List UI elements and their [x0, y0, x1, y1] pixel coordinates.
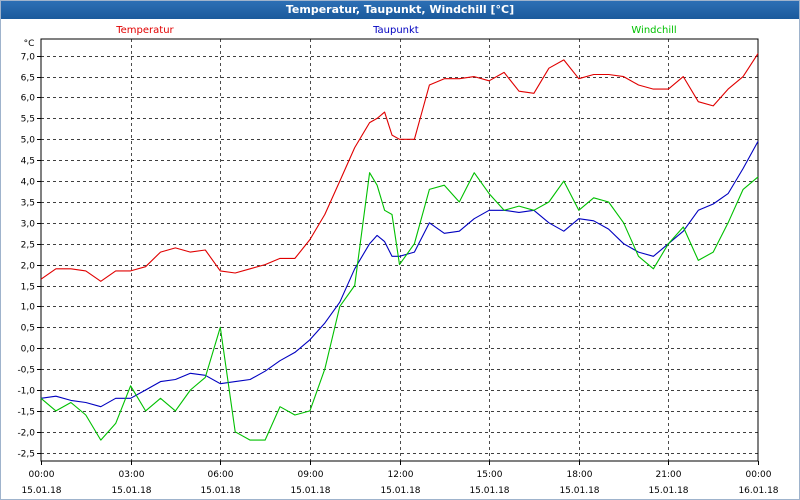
x-tick-date-label: 15.01.18 — [648, 486, 688, 496]
x-tick-time-label: 06:00 — [208, 470, 234, 480]
y-axis-label: °C — [24, 39, 35, 49]
x-tick-date-label: 15.01.18 — [559, 486, 599, 496]
y-tick-label: 7,0 — [21, 53, 36, 63]
x-tick-date-label: 15.01.18 — [290, 486, 330, 496]
y-tick-label: -0,5 — [17, 366, 35, 376]
plot-area — [40, 38, 759, 462]
x-tick-time-label: 21:00 — [656, 470, 682, 480]
y-tick-label: 2,5 — [21, 241, 35, 251]
y-tick-label: 1,5 — [21, 283, 35, 293]
y-tick-label: 5,0 — [21, 136, 36, 146]
x-tick-time-label: 15:00 — [477, 470, 503, 480]
chart-title: Temperatur, Taupunkt, Windchill [°C] — [1, 1, 799, 19]
y-tick-label: 3,5 — [21, 199, 35, 209]
y-tick-label: 6,0 — [21, 94, 36, 104]
x-tick-date-label: 15.01.18 — [200, 486, 240, 496]
y-tick-label: 0,0 — [21, 345, 36, 355]
y-tick-label: 1,0 — [21, 303, 36, 313]
legend: Temperatur Taupunkt Windchill — [115, 25, 676, 36]
x-tick-date-label: 15.01.18 — [21, 486, 61, 496]
y-tick-label: -2,0 — [17, 429, 35, 439]
legend-entry-temperatur: Temperatur — [115, 25, 174, 36]
series-line-temperatur — [40, 53, 759, 282]
x-tick-time-label: 00:00 — [29, 470, 55, 480]
x-tick-date-label: 16.01.18 — [738, 486, 778, 496]
x-tick-date-label: 15.01.18 — [380, 486, 420, 496]
y-tick-label: 5,5 — [21, 115, 35, 125]
series-line-taupunkt — [40, 141, 759, 408]
series-line-windchill — [40, 172, 759, 441]
x-tick-time-label: 00:00 — [746, 470, 772, 480]
axes — [40, 38, 759, 462]
x-tick-time-label: 03:00 — [119, 470, 145, 480]
x-tick-date-label: 15.01.18 — [111, 486, 151, 496]
x-tick-time-label: 18:00 — [567, 470, 593, 480]
y-tick-label: -2,5 — [17, 450, 35, 460]
y-axis-ticks: 7,0 6,5 6,0 5,5 5,0 4,5 4,0 3,5 3,0 2,5 2,0 1,5 1,0 0… — [17, 53, 41, 460]
y-tick-label: 2,0 — [21, 262, 36, 272]
legend-entry-windchill: Windchill — [631, 25, 676, 36]
y-tick-label: 0,5 — [21, 324, 35, 334]
y-tick-label: 4,5 — [21, 157, 35, 167]
y-tick-label: 4,0 — [21, 178, 36, 188]
legend-entry-taupunkt: Taupunkt — [372, 25, 419, 36]
series-lines — [40, 53, 759, 441]
x-axis-ticks: 00:00 15.01.18 03:00 15.01.18 06:00 15.01.18 0… — [21, 461, 779, 496]
y-tick-label: 3,0 — [21, 220, 36, 230]
x-tick-time-label: 12:00 — [388, 470, 414, 480]
grid — [41, 39, 758, 461]
y-tick-label: -1,0 — [17, 387, 35, 397]
y-tick-label: -1,5 — [17, 408, 35, 418]
y-tick-label: 6,5 — [21, 74, 35, 84]
x-tick-date-label: 15.01.18 — [469, 486, 509, 496]
x-tick-time-label: 09:00 — [298, 470, 324, 480]
